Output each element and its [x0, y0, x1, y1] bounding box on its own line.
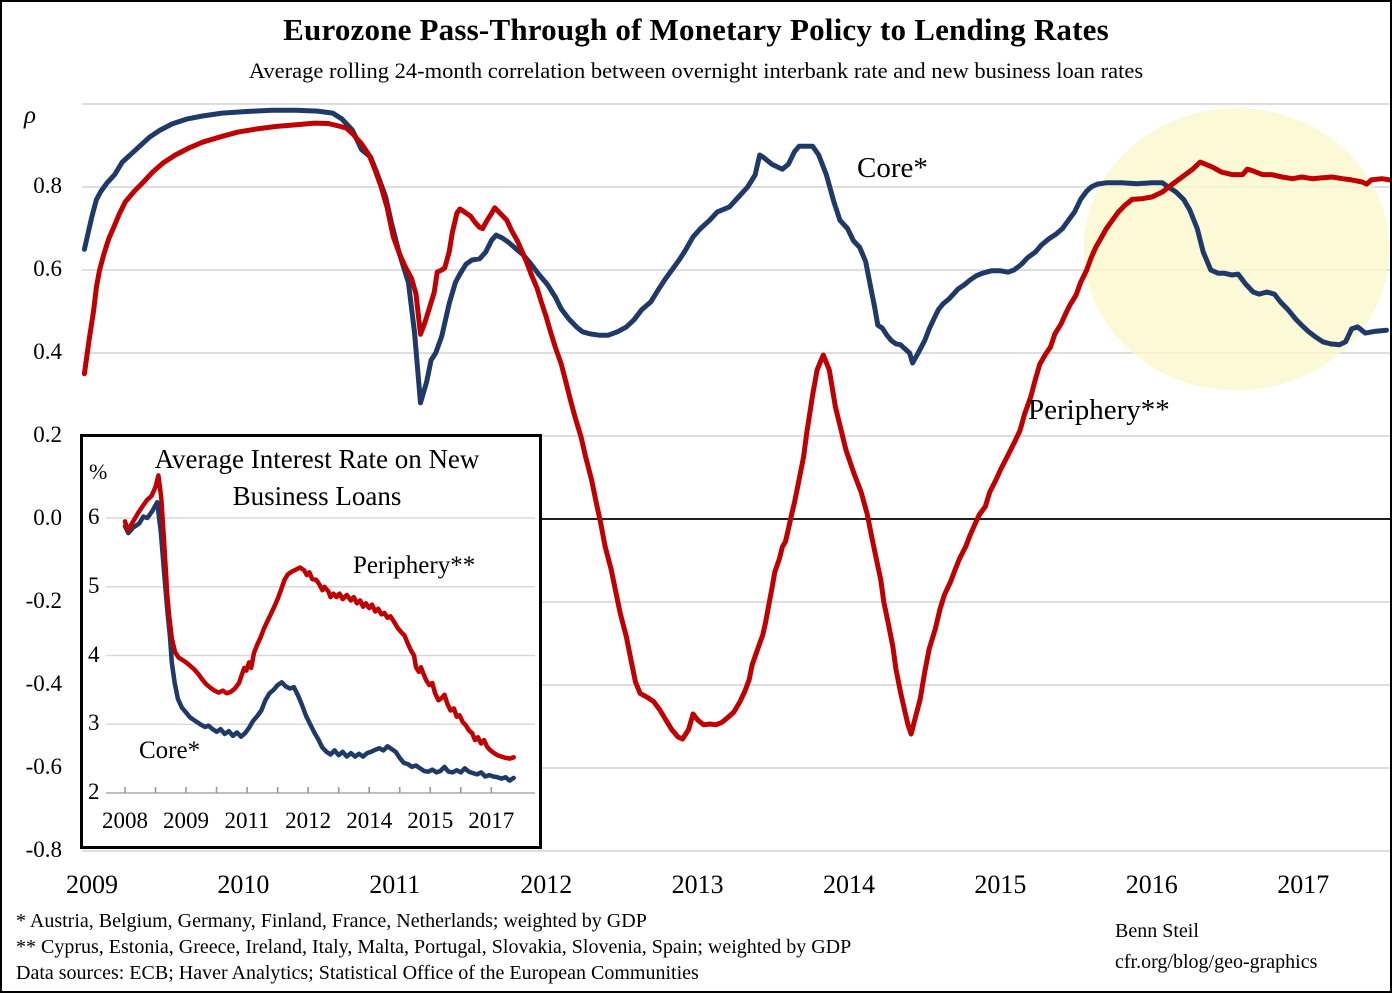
inset-x-tick-label: 2008 — [102, 808, 148, 833]
inset-x-tick-label: 2012 — [285, 808, 332, 833]
inset-title-line2: Business Loans — [232, 481, 402, 511]
inset-core-label: Core* — [139, 737, 201, 764]
main-x-tick-label: 2009 — [66, 870, 118, 899]
main-y-tick-label: 0.8 — [33, 173, 62, 198]
footnote-data-sources: Data sources: ECB; Haver Analytics; Stat… — [16, 962, 699, 984]
main-y-tick-label: -0.8 — [25, 837, 62, 862]
credit-url: cfr.org/blog/geo-graphics — [1115, 951, 1318, 973]
inset-x-tick-label: 2017 — [468, 808, 515, 833]
main-x-tick-label: 2015 — [974, 870, 1027, 899]
footnote-core-definition: * Austria, Belgium, Germany, Finland, Fr… — [16, 910, 647, 932]
main-y-tick-label: 0.4 — [33, 339, 62, 364]
main-y-tick-label: -0.4 — [25, 671, 62, 696]
inset-periphery-label: Periphery** — [353, 552, 476, 579]
inset-x-tick-label: 2009 — [163, 808, 210, 833]
inset-title-line1: Average Interest Rate on New — [154, 444, 480, 474]
main-x-tick-label: 2016 — [1125, 870, 1178, 899]
inset-y-tick-label: 3 — [88, 710, 100, 736]
main-x-tick-label: 2012 — [520, 870, 573, 899]
credit: Benn Steil cfr.org/blog/geo-graphics — [1115, 916, 1317, 978]
footnotes: * Austria, Belgium, Germany, Finland, Fr… — [16, 908, 851, 986]
inset-core-line — [122, 499, 516, 783]
main-y-tick-label: -0.6 — [25, 754, 62, 779]
main-x-tick-label: 2010 — [217, 870, 270, 899]
inset-x-tick-label: 2014 — [346, 808, 393, 833]
main-x-tick-label: 2011 — [369, 870, 421, 899]
inset-y-axis-symbol: % — [89, 459, 108, 484]
inset-chart-panel: Average Interest Rate on New Business Lo… — [80, 434, 542, 849]
main-x-tick-label: 2017 — [1277, 870, 1330, 899]
periphery-line — [81, 120, 1390, 742]
inset-x-tick-label: 2015 — [407, 808, 454, 833]
inset-x-tick-label: 2011 — [224, 808, 270, 833]
credit-author: Benn Steil — [1115, 920, 1199, 942]
main-y-axis-symbol: ρ — [24, 102, 36, 129]
inset-y-tick-label: 4 — [88, 641, 100, 667]
chart-title: Eurozone Pass-Through of Monetary Policy… — [283, 12, 1109, 47]
inset-y-tick-label: 2 — [88, 779, 100, 804]
main-x-tick-label: 2014 — [823, 870, 875, 899]
main-x-tick-label: 2013 — [671, 870, 724, 899]
core-series-label: Core* — [857, 152, 928, 184]
inset-periphery-line — [122, 473, 516, 761]
main-y-tick-label: 0.0 — [33, 505, 62, 530]
footnote-periphery-definition: ** Cyprus, Estonia, Greece, Ireland, Ita… — [16, 936, 852, 958]
main-y-tick-label: 0.6 — [33, 256, 62, 281]
inset-y-tick-label: 5 — [88, 572, 100, 598]
periphery-series-label: Periphery** — [1028, 394, 1170, 426]
inset-chart — [106, 473, 535, 794]
inset-y-tick-label: 6 — [88, 504, 100, 529]
main-y-tick-label: -0.2 — [25, 588, 62, 613]
core-line — [81, 107, 1389, 406]
main-y-tick-label: 0.2 — [33, 422, 62, 447]
chart-subtitle: Average rolling 24-month correlation bet… — [248, 58, 1144, 83]
highlight-ellipse — [1083, 108, 1390, 391]
inset-chart-title: Average Interest Rate on New Business Lo… — [107, 441, 527, 515]
